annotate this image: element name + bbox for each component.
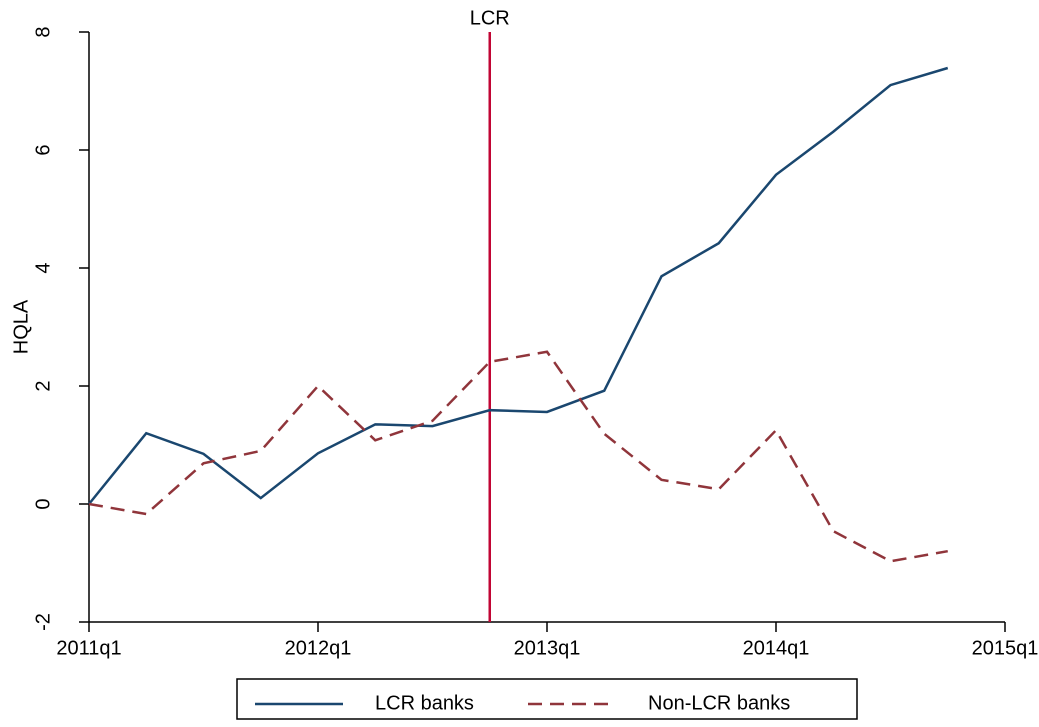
y-tick-label: 4 xyxy=(32,262,54,273)
reference-label: LCR xyxy=(470,7,510,29)
legend-box xyxy=(236,678,858,720)
legend-label: LCR banks xyxy=(375,692,474,714)
y-tick-label: 8 xyxy=(32,26,54,37)
x-tick-label: 2011q1 xyxy=(56,637,121,659)
y-tick-label: -2 xyxy=(32,613,54,631)
x-tick-label: 2013q1 xyxy=(514,637,581,659)
y-tick-label: 2 xyxy=(32,380,54,391)
y-axis-label: HQLA xyxy=(10,299,32,354)
y-tick-label: 0 xyxy=(32,498,54,509)
x-tick-label: 2014q1 xyxy=(743,637,810,659)
series-line xyxy=(88,350,948,563)
y-tick-label: 6 xyxy=(32,144,54,155)
x-tick-label: 2012q1 xyxy=(285,637,352,659)
series-line xyxy=(88,66,949,505)
x-tick-label: 2015q1 xyxy=(972,637,1039,659)
legend-label: Non-LCR banks xyxy=(648,692,790,714)
